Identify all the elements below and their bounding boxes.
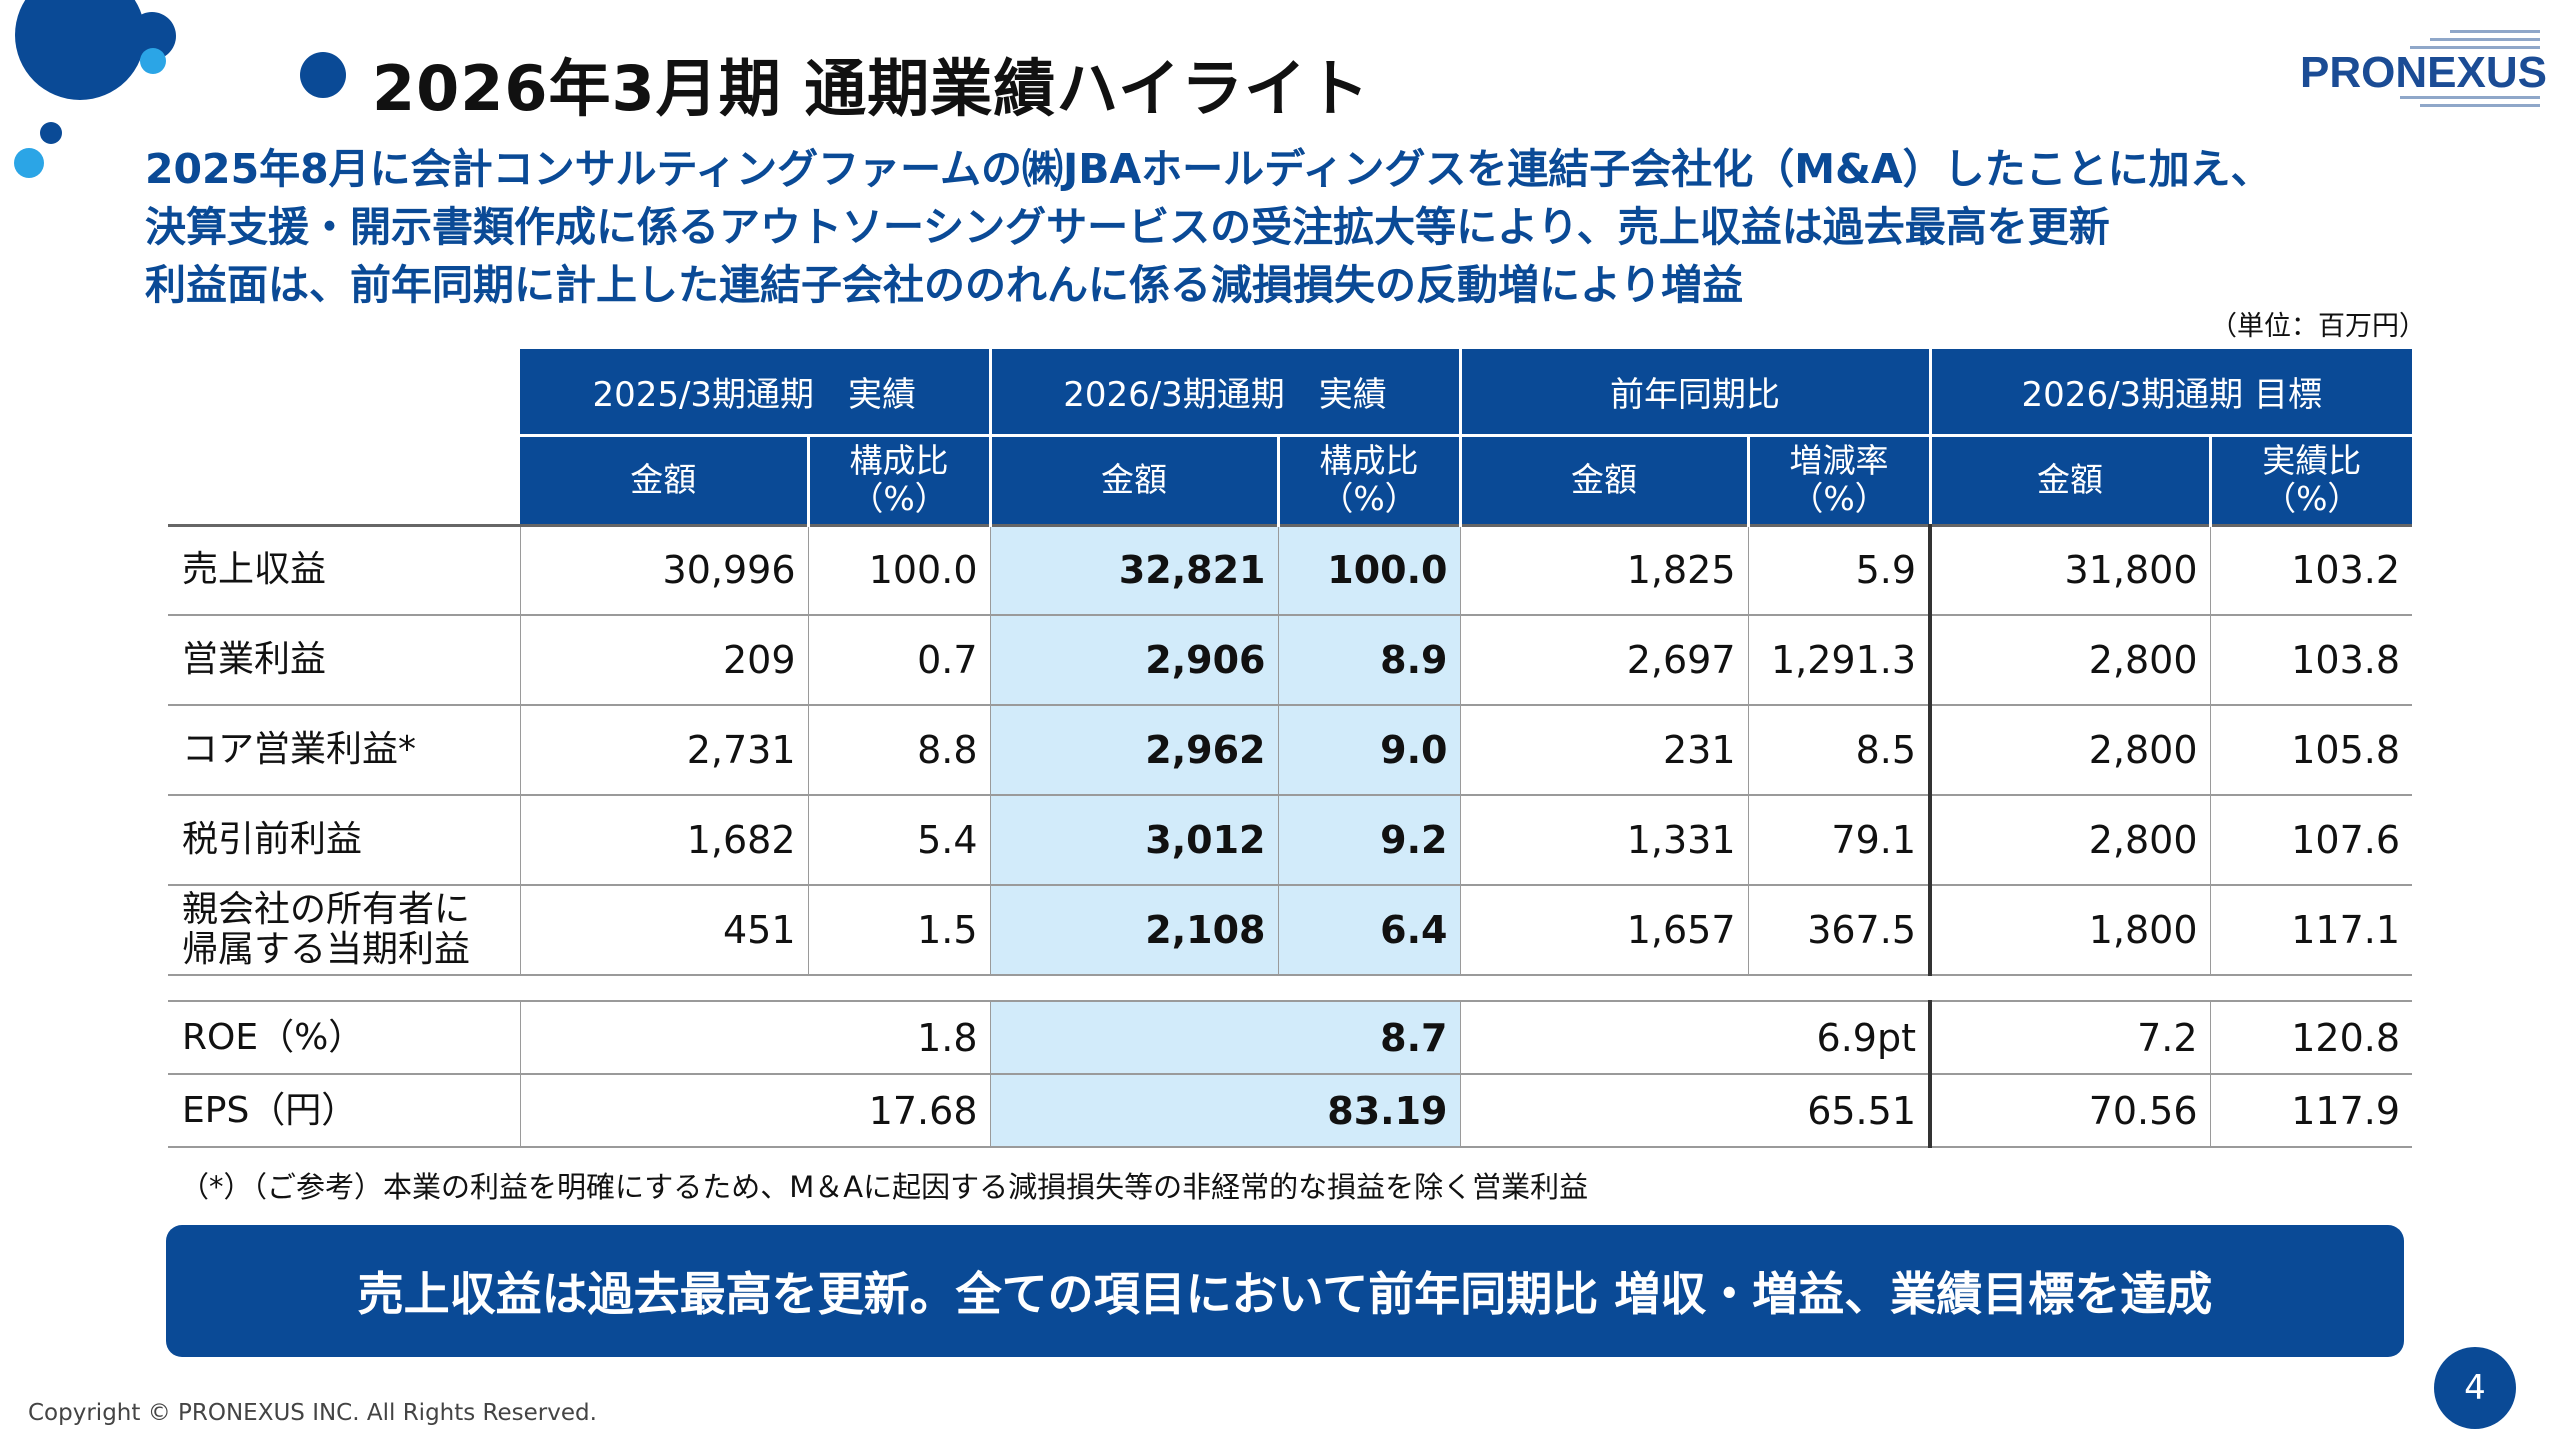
table-cell: 1,331 [1459,795,1748,886]
logo-lines [2400,30,2540,112]
row-label: 税引前利益 [168,795,520,886]
table-cell: 2,731 [519,705,808,796]
table-cell: 5.4 [807,795,990,886]
table-cell: 9.0 [1277,705,1460,796]
table-cell: 30,996 [519,523,808,616]
table-cell: 100.0 [807,523,990,616]
table-cell: 367.5 [1747,885,1930,976]
subheader-change-rate: 増減率 （%） [1746,433,1930,525]
subheader-amount: 金額 [1458,433,1748,525]
table-row: 親会社の所有者に 帰属する当期利益 451 1.5 2,108 6.4 1,657 367.… [168,885,2413,976]
table-row: EPS（円） 17.68 83.19 65.51 70.56 117.9 [168,1074,2413,1148]
table-cell: 103.8 [2209,615,2413,706]
table-sub-header: 金額 構成比 （%） 金額 構成比 （%） 金額 増減率 （%） 金額 実績比 （%） [168,433,2413,525]
table-row: コア営業利益* 2,731 8.8 2,962 9.0 231 8.5 2,800 105.8 [168,705,2413,796]
table-cell: 2,906 [989,615,1278,706]
table-cell: 231 [1459,705,1748,796]
lead-line: 2025年8月に会計コンサルティングファームの㈱JBAホールディングスを連結子会… [145,145,2272,193]
table-cell: 2,962 [989,705,1278,796]
subheader-amount: 金額 [520,433,808,525]
decorative-circle [140,48,166,74]
lead-text: 2025年8月に会計コンサルティングファームの㈱JBAホールディングスを連結子会… [145,140,2272,314]
table-cell: 8.7 [989,1000,1460,1075]
decorative-circle [15,0,145,100]
table-cell: 1,657 [1459,885,1748,976]
table-row: ROE（%） 1.8 8.7 6.9pt 7.2 120.8 [168,1000,2413,1075]
table-cell: 31,800 [1928,523,2210,616]
group-header-yoy: 前年同期比 [1458,349,1930,435]
group-header-2025-actual: 2025/3期通期 実績 [520,349,990,435]
table-cell: 2,800 [1928,795,2210,886]
unit-label: （単位：百万円） [2210,311,2426,342]
summary-banner: 売上収益は過去最高を更新。全ての項目において前年同期比 増収・増益、業績目標を達… [166,1225,2404,1357]
table-cell: 1,800 [1928,885,2210,976]
results-table: 2025/3期通期 実績 2026/3期通期 実績 前年同期比 2026/3期通… [168,349,2413,1148]
table-cell: 8.5 [1747,705,1930,796]
page-title: 2026年3月期 通期業績ハイライト [372,52,1371,125]
table-cell: 32,821 [989,523,1278,616]
table-cell: 8.9 [1277,615,1460,706]
row-label: コア営業利益* [168,705,520,796]
row-label: 売上収益 [168,523,520,616]
company-logo: PRONEXUS [2300,30,2547,112]
table-cell: 1,825 [1459,523,1748,616]
logo-text: PRONEXUS [2300,48,2547,97]
lead-line: 決算支援・開示書類作成に係るアウトソーシングサービスの受注拡大等により、売上収益… [145,203,2110,251]
page-number: 4 [2434,1347,2516,1429]
table-cell: 83.19 [989,1074,1460,1148]
table-cell: 117.1 [2209,885,2413,976]
table-row: 営業利益 209 0.7 2,906 8.9 2,697 1,291.3 2,800 103.8 [168,615,2413,706]
table-cell: 117.9 [2209,1074,2413,1148]
row-label: EPS（円） [168,1074,520,1148]
group-header-2026-actual: 2026/3期通期 実績 [988,349,1460,435]
subheader-ratio: 構成比 （%） [806,433,990,525]
table-cell: 2,800 [1928,705,2210,796]
table-cell: 2,108 [989,885,1278,976]
row-label: ROE（%） [168,1000,520,1075]
table-cell: 65.51 [1459,1074,1930,1148]
table-cell: 1.5 [807,885,990,976]
table-cell: 1.8 [519,1000,990,1075]
table-row: 税引前利益 1,682 5.4 3,012 9.2 1,331 79.1 2,800 107.6 [168,795,2413,886]
row-label: 親会社の所有者に 帰属する当期利益 [168,885,520,976]
decorative-circle [40,122,62,144]
title-bullet-icon [300,52,346,98]
lead-line: 利益面は、前年同期に計上した連結子会社ののれんに係る減損損失の反動増により増益 [145,261,1744,309]
subheader-ratio: 構成比 （%） [1276,433,1460,525]
table-cell: 70.56 [1928,1074,2210,1148]
table-cell: 103.2 [2209,523,2413,616]
table-cell: 8.8 [807,705,990,796]
table-row: 売上収益 30,996 100.0 32,821 100.0 1,825 5.9 31,800… [168,523,2413,616]
table-cell: 1,682 [519,795,808,886]
table-cell: 120.8 [2209,1000,2413,1075]
table-cell: 3,012 [989,795,1278,886]
subheader-amount: 金額 [1928,433,2210,525]
table-cell: 9.2 [1277,795,1460,886]
group-header-2026-target: 2026/3期通期 目標 [1928,349,2413,435]
table-cell: 107.6 [2209,795,2413,886]
summary-banner-text: 売上収益は過去最高を更新。全ての項目において前年同期比 増収・増益、業績目標を達… [357,1267,2213,1321]
table-cell: 0.7 [807,615,990,706]
table-cell: 5.9 [1747,523,1930,616]
subheader-amount: 金額 [988,433,1278,525]
table-cell: 7.2 [1928,1000,2210,1075]
table-cell: 6.9pt [1459,1000,1930,1075]
decorative-circle [14,148,44,178]
table-cell: 79.1 [1747,795,1930,886]
row-label: 営業利益 [168,615,520,706]
table-cell: 105.8 [2209,705,2413,796]
table-cell: 1,291.3 [1747,615,1930,706]
table-group-header: 2025/3期通期 実績 2026/3期通期 実績 前年同期比 2026/3期通… [168,349,2413,435]
table-cell: 6.4 [1277,885,1460,976]
table-cell: 100.0 [1277,523,1460,616]
table-cell: 451 [519,885,808,976]
footnote: （*）（ご参考）本業の利益を明確にするため、M＆Aに起因する減損損失等の非経常的… [180,1170,1589,1204]
table-cell: 17.68 [519,1074,990,1148]
table-cell: 2,697 [1459,615,1748,706]
table-cell: 209 [519,615,808,706]
subheader-achievement: 実績比 （%） [2208,433,2413,525]
table-cell: 2,800 [1928,615,2210,706]
copyright: Copyright © PRONEXUS INC. All Rights Res… [28,1400,597,1426]
